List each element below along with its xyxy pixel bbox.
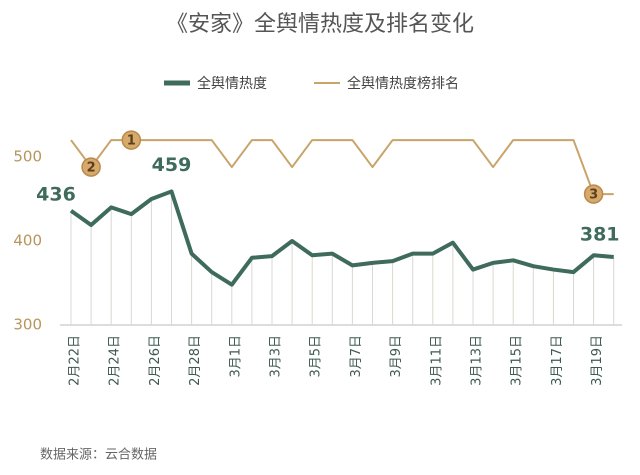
y-tick-label: 400 xyxy=(13,232,42,250)
data-label: 436 xyxy=(36,183,76,205)
legend-label: 全舆情热度榜排名 xyxy=(347,75,459,92)
chart-title: 《安家》全舆情热度及排名变化 xyxy=(166,12,474,37)
x-tick-label: 2月28日 xyxy=(188,335,203,386)
x-tick-label: 2月24日 xyxy=(108,335,123,386)
rank-marker xyxy=(81,157,101,177)
data-label: 381 xyxy=(580,223,620,245)
series-line xyxy=(69,189,614,287)
x-tick-label: 3月1日 xyxy=(228,335,243,378)
x-tick-label: 3月7日 xyxy=(349,335,364,378)
x-tick-label: 3月17日 xyxy=(550,335,565,386)
x-tick-label: 3月13日 xyxy=(470,335,485,386)
x-tick-label: 2月26日 xyxy=(148,335,163,386)
legend-label: 全舆情热度 xyxy=(197,75,267,92)
x-tick-label: 3月15日 xyxy=(510,335,525,386)
source: 数据来源：云合数据 xyxy=(40,448,157,463)
rank-marker xyxy=(583,184,604,204)
data-label: 459 xyxy=(152,154,192,176)
series-line xyxy=(70,139,614,196)
y-tick-label: 500 xyxy=(13,148,42,166)
rank-label: 1 xyxy=(127,134,136,149)
x-tick-label: 3月3日 xyxy=(269,335,284,378)
x-tick-label: 3月11日 xyxy=(429,335,444,386)
x-tick-label: 3月5日 xyxy=(309,335,324,378)
y-tick-label: 300 xyxy=(13,316,42,334)
x-tick-label: 2月22日 xyxy=(68,335,83,386)
rank-label: 3 xyxy=(589,188,598,203)
x-tick-label: 3月19日 xyxy=(590,335,605,386)
rank-label: 2 xyxy=(87,161,96,176)
x-tick-label: 3月9日 xyxy=(389,335,404,378)
rank-marker xyxy=(121,130,142,150)
